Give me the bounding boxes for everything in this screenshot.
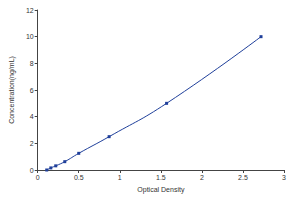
svg-text:Optical Density: Optical Density [137, 186, 185, 194]
svg-text:Concentration(ng/mL): Concentration(ng/mL) [8, 56, 16, 124]
svg-text:4: 4 [30, 113, 34, 120]
svg-text:2.5: 2.5 [238, 174, 248, 181]
svg-text:8: 8 [30, 60, 34, 67]
svg-text:0.5: 0.5 [74, 174, 84, 181]
svg-text:0: 0 [36, 174, 40, 181]
svg-text:10: 10 [26, 33, 34, 40]
svg-text:1: 1 [118, 174, 122, 181]
svg-text:2: 2 [200, 174, 204, 181]
svg-text:6: 6 [30, 87, 34, 94]
svg-text:3: 3 [282, 174, 286, 181]
svg-text:1.5: 1.5 [156, 174, 166, 181]
svg-text:12: 12 [26, 7, 34, 14]
svg-text:0: 0 [30, 167, 34, 174]
svg-text:2: 2 [30, 140, 34, 147]
